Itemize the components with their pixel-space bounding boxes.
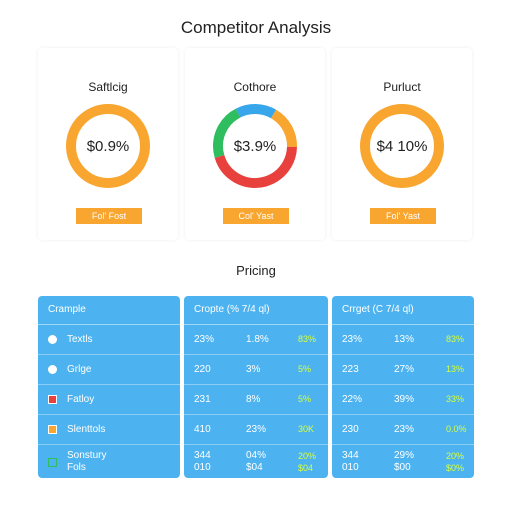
row-label: Slenttols — [67, 424, 106, 435]
table-cell: 22% — [342, 394, 363, 405]
circle-icon — [48, 365, 57, 374]
table-row[interactable]: Grlge — [38, 355, 180, 385]
table-row[interactable]: 231 8% 5% — [184, 385, 328, 415]
row-label: Grlge — [67, 364, 92, 375]
card-title: Saftlcig — [88, 80, 128, 94]
table-cell: 220 — [194, 364, 211, 375]
table-row[interactable]: 220 3% 5% — [184, 355, 328, 385]
pricing-title: Pricing — [236, 263, 276, 278]
panel-header: Cropte (% 7/4 ql) — [184, 296, 328, 325]
donut-segment-2 — [213, 104, 297, 188]
table-cell: 0.0% — [446, 424, 467, 434]
table-row[interactable]: Sonstury Fols — [38, 445, 180, 479]
page-title: Competitor Analysis — [180, 18, 332, 37]
pricing-label-panel: Crample Textls Grlge Fatloy Slenttols So… — [38, 296, 180, 478]
donut-chart-3 — [360, 104, 444, 188]
table-row[interactable]: 223 27% 13% — [332, 355, 474, 385]
square-icon — [48, 395, 57, 404]
square-icon — [48, 425, 57, 434]
donut-ring — [66, 104, 150, 188]
table-cell: 27% — [394, 364, 415, 375]
table-cell: 83% — [446, 334, 465, 344]
table-row[interactable]: 23% 13% 83% — [332, 325, 474, 355]
table-row[interactable]: Textls — [38, 325, 180, 355]
table-cell: 30K — [298, 424, 315, 434]
table-cell: 04% $04 — [246, 450, 267, 473]
pricing-panel-target: Crrget (C 7/4 ql) 23% 13% 83% 223 27% 13% 22% 3… — [332, 296, 474, 478]
square-outline-icon — [48, 457, 57, 467]
table-row[interactable]: 344 010 04% $04 20% $04 — [184, 445, 328, 479]
table-row[interactable]: 410 23% 30K — [184, 415, 328, 445]
row-label: Textls — [67, 334, 93, 345]
table-cell: 5% — [298, 364, 312, 374]
table-cell: 20% $0% — [446, 451, 465, 473]
circle-icon — [48, 335, 57, 344]
card-action-button-3[interactable]: Fol' Yast — [370, 208, 436, 224]
table-cell: 410 — [194, 424, 211, 435]
table-cell: 29% $00 — [394, 450, 415, 473]
pricing-panel-competitor: Cropte (% 7/4 ql) 23% 1.8% 83% 220 3% 5% 231 8%… — [184, 296, 328, 478]
card-title: Cothore — [233, 80, 277, 94]
panel-header: Crrget (C 7/4 ql) — [332, 296, 474, 325]
table-cell: 3% — [246, 364, 261, 375]
table-cell: 39% — [394, 394, 415, 405]
table-cell: 13% — [394, 334, 415, 345]
table-cell: 230 — [342, 424, 359, 435]
card-action-button-2[interactable]: Col' Yast — [223, 208, 289, 224]
donut-chart-1 — [66, 104, 150, 188]
table-row[interactable]: 230 23% 0.0% — [332, 415, 474, 445]
card-value: $4 10% — [376, 137, 428, 155]
table-cell: 5% — [298, 394, 312, 404]
table-cell: 20% $04 — [298, 451, 317, 473]
card-action-button-1[interactable]: Fol' Fost — [76, 208, 142, 224]
row-label-line-2: Fols — [67, 462, 86, 473]
table-cell: 13% — [446, 364, 465, 374]
table-cell: 8% — [246, 394, 261, 405]
table-cell: 83% — [298, 334, 317, 344]
table-cell: 23% — [342, 334, 363, 345]
table-cell: 23% — [194, 334, 215, 345]
table-row[interactable]: Slenttols — [38, 415, 180, 445]
table-cell: 223 — [342, 364, 359, 375]
table-cell: 33% — [446, 394, 465, 404]
table-cell: 344 010 — [342, 450, 359, 473]
row-label-line-1: Sonstury — [67, 450, 107, 461]
table-row[interactable]: 344 010 29% $00 20% $0% — [332, 445, 474, 479]
table-cell: 1.8% — [246, 334, 269, 345]
table-cell: 23% — [394, 424, 415, 435]
table-row[interactable]: 22% 39% 33% — [332, 385, 474, 415]
donut-segment-4 — [213, 104, 297, 188]
competitor-card-2: Cothore $3.9% Col' Yast — [185, 48, 325, 240]
card-value: $0.9% — [86, 137, 130, 155]
row-label: Fatloy — [67, 394, 95, 405]
table-row[interactable]: 23% 1.8% 83% — [184, 325, 328, 355]
donut-ring — [360, 104, 444, 188]
card-title: Purluct — [383, 80, 421, 94]
table-cell: 23% — [246, 424, 267, 435]
card-value: $3.9% — [233, 137, 277, 155]
donut-chart-2 — [213, 104, 297, 188]
panel-header: Crample — [38, 296, 180, 325]
table-cell: 231 — [194, 394, 211, 405]
donut-segment-3 — [213, 104, 297, 188]
table-row[interactable]: Fatloy — [38, 385, 180, 415]
competitor-card-3: Purluct $4 10% Fol' Yast — [332, 48, 472, 240]
competitor-card-1: Saftlcig $0.9% Fol' Fost — [38, 48, 178, 240]
table-cell: 344 010 — [194, 450, 211, 473]
row-label: Sonstury Fols — [67, 450, 106, 474]
